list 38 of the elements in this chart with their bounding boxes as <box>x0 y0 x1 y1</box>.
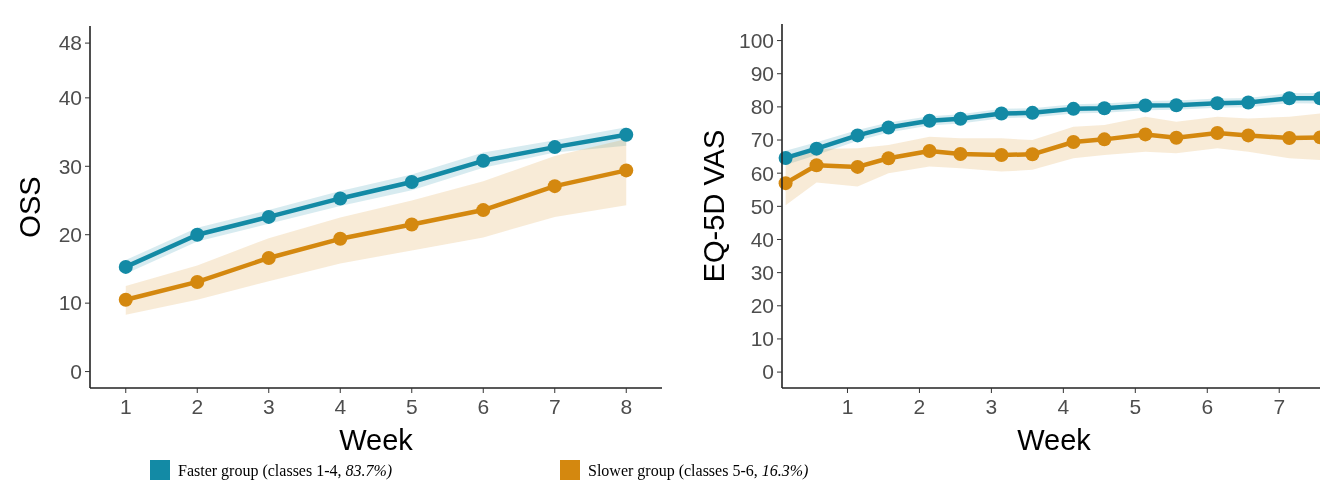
y-tick-label: 90 <box>750 62 774 86</box>
x-axis-title: Week <box>1017 424 1092 456</box>
y-tick-label: 20 <box>58 223 82 247</box>
x-tick-label: 3 <box>985 395 998 418</box>
y-tick-label: 40 <box>58 86 82 110</box>
y-tick-label: 48 <box>58 31 82 55</box>
y-axis-title: EQ-5D VAS <box>698 129 730 283</box>
x-tick-label: 7 <box>1273 395 1286 418</box>
y-tick-label: 50 <box>750 194 774 218</box>
x-tick-label: 7 <box>548 395 561 418</box>
x-axis-title: Week <box>339 424 414 456</box>
y-tick-label: 30 <box>58 154 82 178</box>
y-axis-title: OSS <box>14 176 46 238</box>
x-tick-label: 8 <box>620 395 633 418</box>
y-tick-label: 70 <box>750 128 774 152</box>
x-tick-label: 4 <box>1057 395 1070 418</box>
x-tick-label: 5 <box>405 395 418 418</box>
y-tick-label: 10 <box>750 327 774 351</box>
y-tick-label: 40 <box>750 227 774 251</box>
y-tick-label: 10 <box>58 291 82 315</box>
y-tick-label: 100 <box>738 28 774 52</box>
y-tick-label: 20 <box>750 294 774 318</box>
x-tick-label: 1 <box>119 395 132 418</box>
y-tick-label: 0 <box>70 359 82 383</box>
x-tick-label: 2 <box>191 395 204 418</box>
y-tick-label: 60 <box>750 161 774 185</box>
x-tick-label: 1 <box>841 395 854 418</box>
x-tick-label: 5 <box>1129 395 1142 418</box>
legend-label: Faster group (classes 1-4, 83.7%) <box>178 462 393 480</box>
y-tick-label: 0 <box>762 360 774 384</box>
x-tick-label: 2 <box>913 395 926 418</box>
y-tick-label: 80 <box>750 95 774 119</box>
x-tick-label: 6 <box>1201 395 1214 418</box>
legend-label: Slower group (classes 5-6, 16.3%) <box>588 462 809 480</box>
x-tick-label: 6 <box>477 395 490 418</box>
x-tick-label: 3 <box>262 395 275 418</box>
y-tick-label: 30 <box>750 260 774 284</box>
x-tick-label: 4 <box>334 395 347 418</box>
